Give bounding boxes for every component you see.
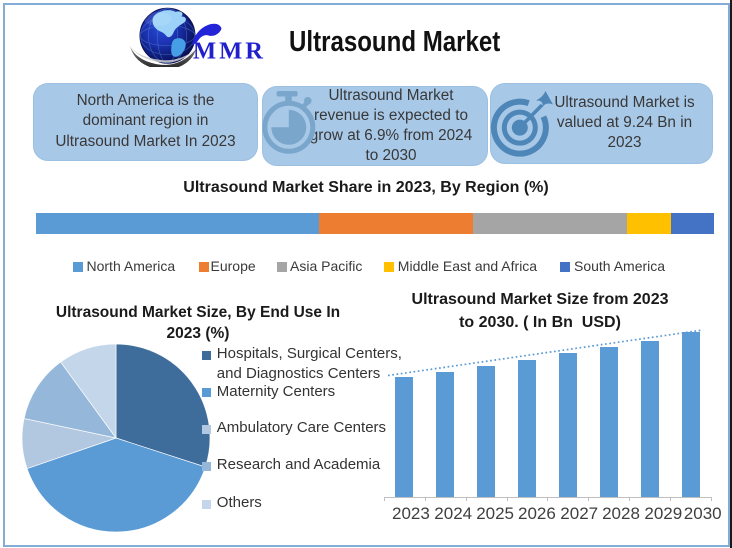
svg-text:MMR: MMR — [193, 38, 266, 65]
